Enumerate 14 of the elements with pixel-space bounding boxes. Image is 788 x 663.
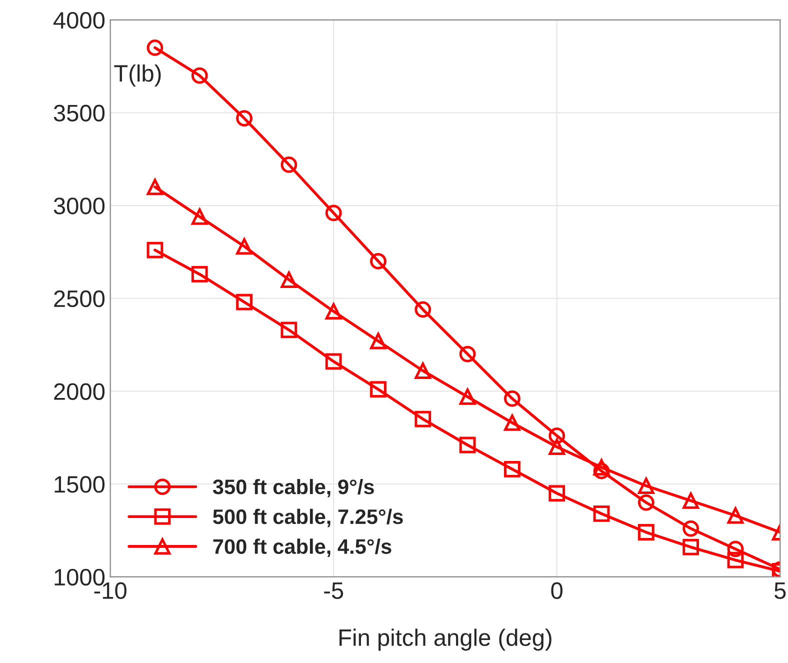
- y-tick-label: 2000: [54, 383, 105, 400]
- y-tick-label: 4000: [53, 12, 105, 29]
- y-tick-label: 2500: [54, 290, 105, 308]
- y-axis-title: T(lb): [114, 64, 161, 86]
- legend-label: 700 ft cable, 4.5°/s: [213, 538, 392, 557]
- x-tick-label: 0: [551, 582, 562, 600]
- x-tick-label: -5: [324, 582, 344, 600]
- y-tick-label: 1500: [54, 476, 105, 493]
- legend-label: 500 ft cable, 7.25°/s: [213, 508, 403, 528]
- y-tick-label: 3500: [54, 104, 105, 122]
- x-axis-title: Fin pitch angle (deg): [340, 628, 552, 651]
- legend-label: 350 ft cable, 9°/s: [212, 478, 374, 498]
- y-tick-label: 3000: [54, 198, 105, 214]
- x-tick-label: 5: [774, 582, 786, 600]
